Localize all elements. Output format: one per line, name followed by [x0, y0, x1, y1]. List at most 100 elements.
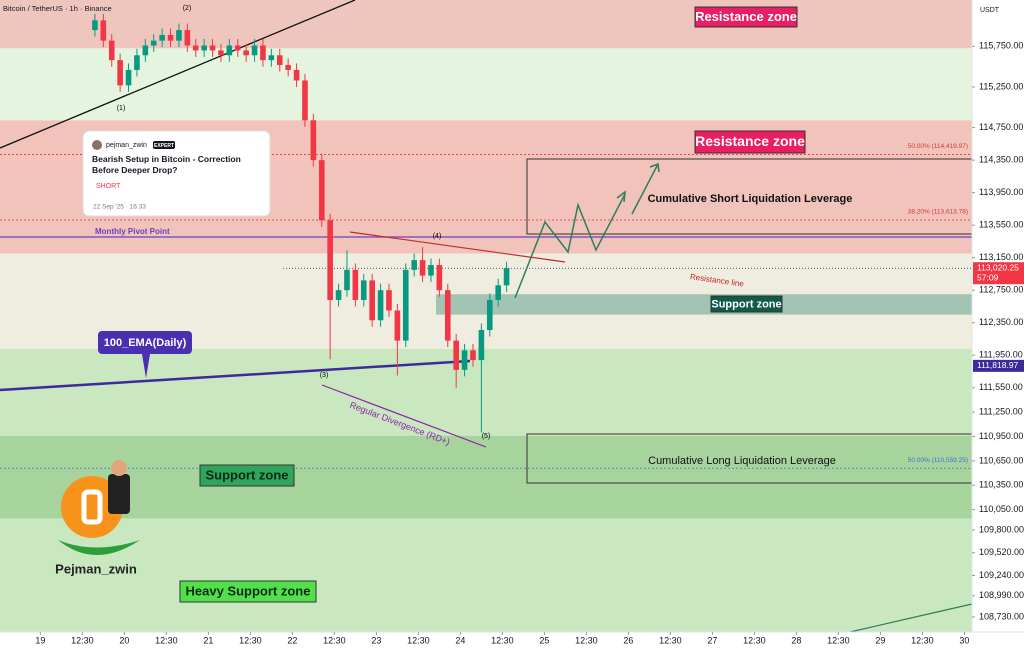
wave-label: (2): [183, 5, 192, 12]
candle-body: [444, 290, 451, 341]
projection-path: [514, 193, 626, 299]
x-tick-label: 30: [959, 635, 969, 645]
level-label: 50.00% (110,559.25): [908, 457, 968, 464]
zone: [436, 294, 972, 315]
candle-body: [243, 50, 249, 56]
card-badge: EXPERT: [154, 143, 174, 149]
logo-swoosh: [58, 540, 140, 555]
card-avatar: [92, 140, 102, 150]
candle-body: [360, 280, 367, 300]
divergence-line: [321, 384, 487, 448]
candle-body: [310, 120, 317, 161]
y-tick-label: 108,730.00: [979, 611, 1024, 621]
avatar-head: [111, 460, 127, 476]
candle-body: [251, 45, 258, 56]
label-bg: [710, 295, 783, 313]
label-bg: [694, 6, 798, 28]
y-tick-label: 112,350.00: [979, 317, 1023, 327]
x-tick-label: 28: [791, 635, 801, 645]
y-tick-label: 115,750.00: [979, 41, 1023, 51]
x-tick-label: 19: [35, 635, 45, 645]
x-tick-label: 12:30: [827, 635, 850, 645]
candles: [92, 13, 510, 433]
zone: [0, 48, 972, 121]
x-tick-label: 12:30: [491, 635, 514, 645]
candle-body: [478, 330, 485, 361]
candle-body: [302, 80, 308, 121]
candle-body: [386, 290, 392, 311]
wave-label: (3): [320, 372, 329, 379]
x-tick-label: 12:30: [323, 635, 346, 645]
x-tick-label: 27: [707, 635, 717, 645]
y-tick-label: 114,750.00: [979, 122, 1023, 132]
x-tick-label: 25: [539, 635, 549, 645]
candle-body: [276, 55, 283, 66]
axes: 115,750.00 115,250.00 114,750.00 114,350.00…: [35, 41, 1024, 645]
candle-body: [327, 220, 333, 300]
x-tick-label: 20: [119, 635, 129, 645]
y-tick-label: 108,990.00: [979, 590, 1024, 600]
arrow-head: [616, 190, 626, 203]
zone-label: Resistance zone: [695, 133, 805, 149]
box-label: Cumulative Long Liquidation Leverage: [648, 455, 836, 467]
bitcoin-glyph: [81, 489, 103, 525]
x-tick-label: 29: [875, 635, 885, 645]
arrow-head: [649, 162, 660, 173]
x-tick-label: 12:30: [575, 635, 598, 645]
zone-label: Heavy Support zone: [186, 583, 311, 598]
candle-body: [260, 45, 266, 61]
x-tick-label: 22: [287, 635, 297, 645]
y-tick-label: 113,950.00: [979, 187, 1023, 197]
card-author: pejman_zwin: [106, 142, 147, 149]
bitcoin-logo: [61, 476, 123, 538]
candle-body: [268, 55, 275, 61]
candle-body: [209, 45, 216, 51]
candle-body: [117, 60, 123, 86]
x-tick-label: 12:30: [71, 635, 94, 645]
candle-body: [218, 50, 224, 56]
candle-body: [176, 30, 182, 41]
currency: USDT: [980, 7, 1000, 14]
zone: [0, 518, 972, 632]
badge-bg: [153, 141, 175, 149]
card-title: Bearish Setup in Bitcoin - Correction Be…: [92, 154, 241, 175]
candle-body: [226, 45, 233, 56]
y-tick-label: 113,150.00: [979, 252, 1023, 262]
y-tick-label: 109,520.00: [979, 547, 1024, 557]
watermark: Pejman_zwin: [55, 561, 137, 576]
x-tick-label: 12:30: [407, 635, 430, 645]
x-tick-label: 23: [371, 635, 381, 645]
y-tick-label: 114,350.00: [979, 155, 1023, 165]
candle-body: [402, 269, 409, 341]
levels: 50.00% (114,419.97) 38.20% (113,613.78) 50…: [0, 143, 972, 469]
candle-body: [344, 269, 350, 291]
candle-body: [461, 350, 468, 370]
candle-body: [125, 69, 132, 86]
label-bg: [694, 130, 806, 154]
avatar: [108, 474, 130, 514]
candle-body: [453, 340, 459, 370]
callout-bg: [98, 331, 192, 354]
candle-body: [428, 264, 434, 276]
projection-arrow: [631, 163, 659, 215]
symbol-title: Bitcoin / TetherUS · 1h · Binance: [3, 4, 112, 13]
wave-label: (5): [482, 433, 491, 440]
candle-body: [108, 40, 115, 61]
y-tick-label: 111,550.00: [979, 382, 1023, 392]
zone: [0, 435, 972, 519]
level-label: 50.00% (114,419.97): [908, 143, 968, 150]
candle-body: [142, 45, 149, 56]
y-tick-label: 115,250.00: [979, 81, 1023, 91]
candle-body: [192, 45, 199, 51]
idea-card[interactable]: [82, 130, 271, 217]
time-axis: [0, 632, 972, 649]
candle-body: [201, 45, 207, 51]
candle-body: [184, 30, 191, 46]
y-tick-label: 110,350.00: [979, 480, 1023, 490]
wave-label: (4): [433, 233, 442, 240]
zones: [0, 0, 972, 632]
countdown: 57:09: [977, 272, 999, 282]
candle-body: [470, 350, 476, 361]
candle-body: [234, 45, 241, 51]
